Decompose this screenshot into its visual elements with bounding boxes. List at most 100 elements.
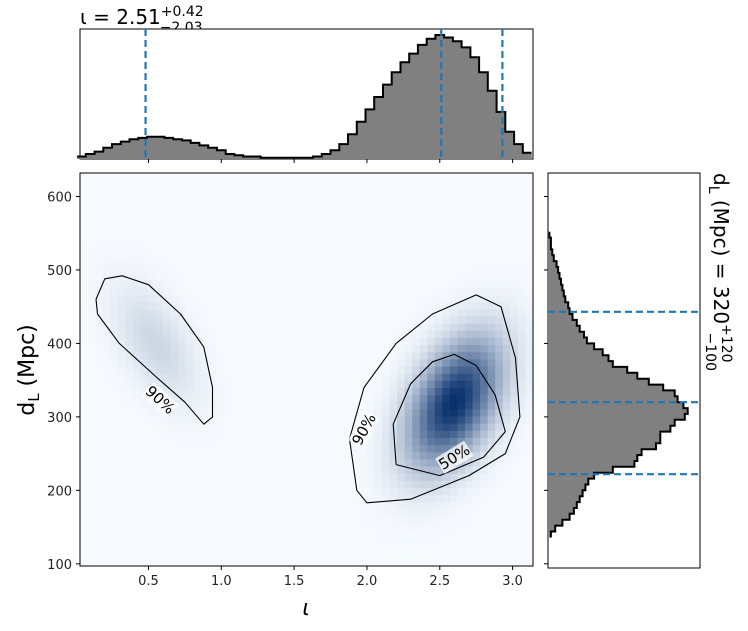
heatmap-cell: [215, 501, 225, 510]
heatmap-cell: [102, 330, 111, 338]
heatmap-cell: [351, 244, 360, 253]
heatmap-cell: [178, 323, 187, 331]
heatmap-cell: [382, 323, 391, 331]
heatmap-cell: [140, 258, 149, 267]
heatmap-cell: [185, 380, 194, 388]
heatmap-cell: [110, 401, 119, 410]
heatmap-cell: [306, 494, 315, 503]
heatmap-cell: [238, 515, 247, 524]
heatmap-cell: [495, 408, 504, 417]
heatmap-cell: [298, 273, 308, 281]
heatmap-cell: [397, 301, 406, 310]
heatmap-cell: [336, 337, 345, 346]
heatmap-cell: [147, 323, 157, 331]
heatmap-cell: [132, 351, 141, 360]
heatmap-cell: [261, 487, 270, 496]
heatmap-cell: [412, 480, 421, 488]
heatmap-cell: [200, 323, 209, 331]
heatmap-cell: [87, 280, 96, 288]
heatmap-cell: [480, 315, 489, 324]
heatmap-cell: [351, 551, 360, 560]
heatmap-cell: [193, 558, 202, 566]
heatmap-cell: [449, 208, 459, 217]
heatmap-cell: [359, 201, 368, 210]
heatmap-cell: [510, 337, 519, 346]
heatmap-cell: [442, 323, 451, 331]
heatmap-cell: [276, 365, 285, 374]
heatmap-cell: [442, 287, 451, 296]
heatmap-cell: [465, 323, 474, 331]
heatmap-cell: [382, 473, 391, 481]
heatmap-cell: [366, 373, 376, 381]
heatmap-cell: [238, 208, 247, 217]
heatmap-cell: [95, 173, 104, 181]
heatmap-cell: [510, 330, 519, 338]
heatmap-cell: [306, 230, 315, 238]
right-histogram-bar: [548, 455, 638, 462]
heatmap-cell: [480, 401, 489, 410]
heatmap-cell: [472, 358, 481, 367]
heatmap-cell: [329, 544, 338, 553]
heatmap-cell: [253, 180, 262, 188]
heatmap-cell: [163, 244, 172, 253]
heatmap-cell: [125, 244, 134, 253]
heatmap-cell: [276, 437, 285, 446]
heatmap-cell: [412, 315, 421, 324]
heatmap-cell: [95, 301, 104, 310]
heatmap-cell: [487, 351, 496, 360]
heatmap-cell: [359, 551, 368, 560]
heatmap-cell: [125, 444, 134, 453]
heatmap-cell: [253, 223, 262, 231]
heatmap-cell: [298, 501, 308, 510]
heatmap-cell: [178, 515, 187, 524]
heatmap-cell: [397, 551, 406, 560]
heatmap-cell: [117, 401, 126, 410]
heatmap-cell: [87, 244, 96, 253]
right-histogram-bar: [548, 531, 551, 538]
heatmap-cell: [125, 401, 134, 410]
heatmap-cell: [110, 508, 119, 517]
heatmap-cell: [427, 344, 436, 353]
heatmap-cell: [276, 444, 285, 453]
heatmap-cell: [163, 237, 172, 246]
heatmap-cell: [472, 265, 481, 274]
heatmap-cell: [517, 480, 527, 488]
heatmap-cell: [253, 187, 262, 196]
heatmap-cell: [397, 515, 406, 524]
heatmap-cell: [397, 373, 406, 381]
heatmap-cell: [147, 365, 157, 374]
joint-axes-frame: [79, 172, 534, 567]
heatmap-cell: [147, 223, 157, 231]
heatmap-cell: [132, 515, 141, 524]
heatmap-cell: [200, 187, 209, 196]
heatmap-cell: [276, 544, 285, 553]
heatmap-cell: [208, 330, 217, 338]
heatmap-cell: [389, 251, 398, 260]
heatmap-cell: [231, 401, 240, 410]
heatmap-cell: [487, 230, 496, 238]
heatmap-cell: [359, 508, 368, 517]
heatmap-cell: [132, 223, 141, 231]
heatmap-cell: [155, 451, 164, 460]
heatmap-cell: [465, 358, 474, 367]
heatmap-cell: [344, 408, 353, 417]
heatmap-cell: [465, 544, 474, 553]
heatmap-cell: [472, 515, 481, 524]
heatmap-cell: [110, 558, 119, 566]
heatmap-cell: [404, 515, 413, 524]
heatmap-cell: [495, 494, 504, 503]
heatmap-cell: [389, 287, 398, 296]
heatmap-cell: [95, 473, 104, 481]
heatmap-cell: [465, 558, 474, 566]
heatmap-cell: [155, 487, 164, 496]
heatmap-cell: [427, 480, 436, 488]
contour-label-bg: [141, 381, 179, 419]
heatmap-cell: [253, 237, 262, 246]
heatmap-cell: [155, 223, 164, 231]
heatmap-cell: [95, 465, 104, 474]
heatmap-cell: [208, 373, 217, 381]
heatmap-cell: [389, 237, 398, 246]
heatmap-cell: [298, 465, 308, 474]
heatmap-cell: [215, 280, 225, 288]
heatmap-cell: [80, 315, 89, 324]
